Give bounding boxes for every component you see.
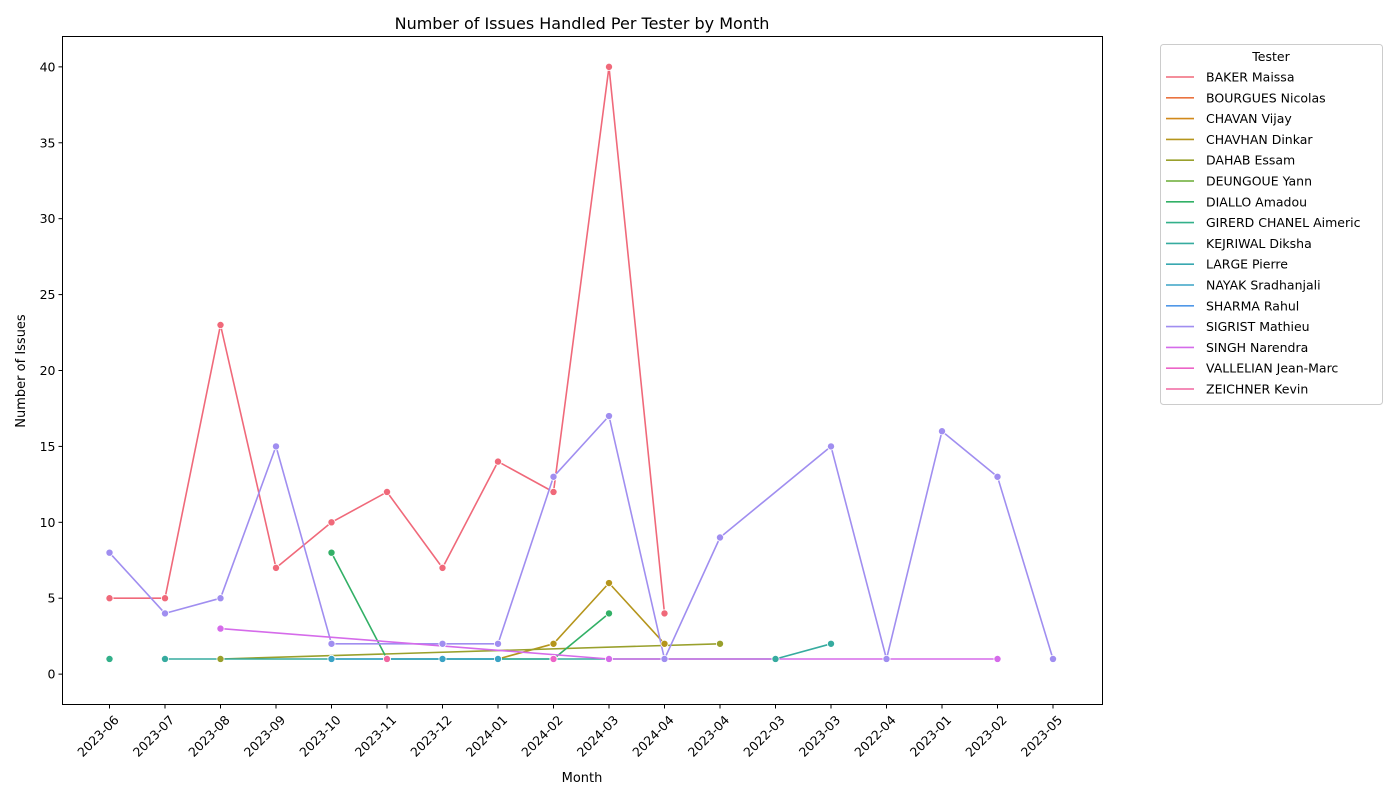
data-point <box>716 639 725 648</box>
legend-label: NAYAK Sradhanjali <box>1206 278 1321 293</box>
legend-label: DIALLO Amadou <box>1206 194 1307 209</box>
data-point <box>327 518 336 527</box>
y-axis-label: Number of Issues <box>14 314 29 428</box>
legend-label: BOURGUES Nicolas <box>1206 90 1326 105</box>
data-point <box>327 548 336 557</box>
legend-title: Tester <box>1251 49 1290 64</box>
legend-label: ZEICHNER Kevin <box>1206 382 1308 397</box>
x-axis-label: Month <box>562 771 603 786</box>
data-point <box>327 654 336 663</box>
legend-label: KEJRIWAL Diksha <box>1206 236 1312 251</box>
y-tick-label: 40 <box>40 59 56 74</box>
data-point <box>716 533 725 542</box>
series-line-3 <box>497 582 666 660</box>
legend-box <box>1160 44 1383 405</box>
data-point <box>605 654 614 663</box>
data-point <box>882 654 891 663</box>
data-point <box>605 579 614 588</box>
data-point <box>160 609 169 618</box>
legend-label: SIGRIST Mathieu <box>1206 319 1310 334</box>
data-point <box>605 62 614 71</box>
data-point <box>605 609 614 618</box>
legend-label: DEUNGOUE Yann <box>1206 174 1312 189</box>
data-point <box>660 654 669 663</box>
data-point <box>438 563 447 572</box>
series-line-4 <box>220 643 721 660</box>
data-point <box>105 548 114 557</box>
chart-title: Number of Issues Handled Per Tester by M… <box>395 14 770 33</box>
data-point <box>827 639 836 648</box>
data-point <box>382 654 391 663</box>
legend-label: LARGE Pierre <box>1206 257 1288 272</box>
y-tick-label: 30 <box>40 211 56 226</box>
data-point <box>1049 654 1058 663</box>
data-point <box>438 639 447 648</box>
legend-label: CHAVHAN Dinkar <box>1206 132 1313 147</box>
legend-label: GIRERD CHANEL Aimeric <box>1206 215 1361 230</box>
data-point <box>493 654 502 663</box>
data-point <box>993 472 1002 481</box>
legend-label: BAKER Maissa <box>1206 70 1294 85</box>
data-point <box>216 594 225 603</box>
data-point <box>382 487 391 496</box>
data-point <box>549 639 558 648</box>
data-point <box>549 654 558 663</box>
data-point <box>105 594 114 603</box>
y-tick-label: 25 <box>40 287 56 302</box>
legend-label: DAHAB Essam <box>1206 153 1295 168</box>
legend: Tester BAKER Maissa BOURGUES Nicolas CHAVA… <box>1160 44 1383 405</box>
data-point <box>827 442 836 451</box>
plot-frame <box>62 36 1103 705</box>
data-point <box>216 654 225 663</box>
data-point <box>216 320 225 329</box>
data-point <box>549 472 558 481</box>
data-point <box>438 654 447 663</box>
legend-label: VALLELIAN Jean-Marc <box>1206 361 1338 376</box>
data-point <box>160 654 169 663</box>
data-point <box>493 639 502 648</box>
data-point <box>271 563 280 572</box>
data-point <box>105 654 114 663</box>
legend-label: SINGH Narendra <box>1206 340 1308 355</box>
y-tick-label: 15 <box>40 439 56 454</box>
data-point <box>160 594 169 603</box>
y-tick-label: 5 <box>48 591 56 606</box>
data-point <box>993 654 1002 663</box>
y-tick-label: 20 <box>40 363 56 378</box>
data-point <box>660 609 669 618</box>
y-tick-label: 35 <box>40 135 56 150</box>
data-point <box>660 639 669 648</box>
y-tick-label: 10 <box>40 515 56 530</box>
data-point <box>549 487 558 496</box>
data-point <box>327 639 336 648</box>
data-point <box>216 624 225 633</box>
data-point <box>771 654 780 663</box>
legend-label: CHAVAN Vijay <box>1206 111 1292 126</box>
data-point <box>493 457 502 466</box>
data-point <box>938 427 947 436</box>
series-line-12 <box>108 415 1054 660</box>
y-tick-label: 0 <box>48 667 56 682</box>
data-point <box>605 412 614 421</box>
data-point <box>271 442 280 451</box>
legend-label: SHARMA Rahul <box>1206 298 1299 313</box>
